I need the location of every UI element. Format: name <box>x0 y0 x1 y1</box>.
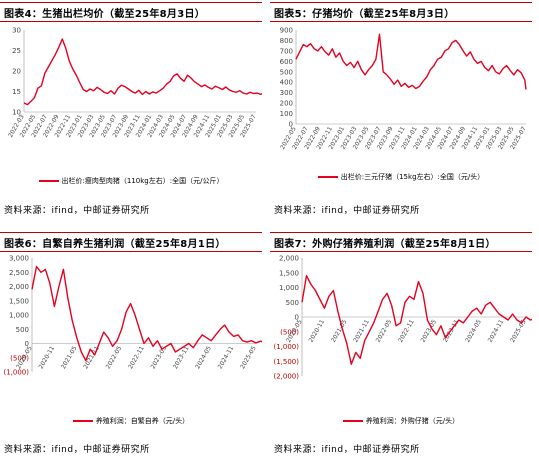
y-tick-label: (500) <box>10 354 29 362</box>
figure-7-title: 图表7：外购仔猪养殖利润（截至25年8月1日） <box>274 238 496 250</box>
series-line <box>301 275 532 365</box>
x-tick-label: 2023-05 <box>150 345 169 370</box>
figure-7-chart: 2,000 1,500 1,000 500 0 (500) (1,000) (1,500) (2… <box>273 255 532 381</box>
legend-line-swatch <box>72 420 93 422</box>
figure-6-panel: 图表6：自繁自养生猪利润（截至25年8月1日） 3,000 2,500 2,000 1… <box>0 230 269 460</box>
x-tick-label: 2022-11 <box>397 318 416 343</box>
figure-7-source: 资料来源：ifind，中邮证券研究所 <box>274 445 420 455</box>
y-tick-label: 2,500 <box>9 269 29 277</box>
x-tick-label: 2024-11 <box>487 318 506 343</box>
y-tick-label: 1,500 <box>279 269 299 277</box>
x-tick-label: 2020-11 <box>38 345 57 370</box>
figure-4-chart: 30252015102022-032022-052022-072022-0920… <box>7 27 262 139</box>
y-tick-label: 0 <box>25 340 29 348</box>
figure-4-header: 图表4：生猪出栏均价（截至25年8月3日） <box>0 2 262 22</box>
x-tick-label: 2024-11 <box>217 345 236 370</box>
figure-6-source: 资料来源：ifind，中邮证券研究所 <box>4 445 150 455</box>
y-tick-label: 30 <box>12 27 21 35</box>
x-tick-label: 2024-05 <box>194 345 213 370</box>
y-tick-label: 500 <box>16 326 29 334</box>
figure-7-legend: 养殖利润：外购仔猪（元/头） <box>270 416 532 426</box>
figure-4-source: 资料来源：ifind，中邮证券研究所 <box>4 206 150 216</box>
figure-6-legend-label: 养殖利润：自繁自养（元/头） <box>95 417 190 425</box>
y-tick-label: 1,000 <box>279 284 299 292</box>
y-tick-label: 500 <box>280 68 293 76</box>
y-tick-label: 2,000 <box>279 255 299 263</box>
figure-6-chart: 3,000 2,500 2,000 1,500 1,000 500 0 (500) (1,000… <box>3 255 262 377</box>
y-tick-label: 0 <box>289 121 293 129</box>
figure-5-chart: 90080070060050040030020010002022-052022-… <box>279 27 528 151</box>
y-tick-label: 600 <box>280 58 293 66</box>
figure-6-header: 图表6：自繁自养生猪利润（截至25年8月1日） <box>0 232 262 252</box>
y-tick-label: 0 <box>295 314 299 322</box>
y-tick-label: 20 <box>12 68 21 76</box>
figure-5-panel: 图表5：仔猪均价（截至25年8月3日） 900 800 700 600 500 400 30… <box>270 0 539 230</box>
legend-line-swatch <box>38 180 59 182</box>
series-line <box>31 265 262 362</box>
y-tick-label: 500 <box>286 299 299 307</box>
y-tick-label: (1,000) <box>273 343 299 351</box>
legend-line-swatch <box>317 176 338 178</box>
y-tick-label: 100 <box>280 110 293 118</box>
figure-6-legend: 养殖利润：自繁自养（元/头） <box>0 416 262 426</box>
y-tick-label: (2,000) <box>273 373 299 381</box>
y-tick-label: 900 <box>280 27 293 35</box>
x-tick-label: 2022-05 <box>375 318 394 343</box>
series-line <box>23 38 262 106</box>
x-tick-label: 2021-11 <box>352 318 371 343</box>
figure-6-title: 图表6：自繁自养生猪利润（截至25年8月1日） <box>4 238 226 250</box>
figure-4-panel: 图表4：生猪出栏均价（截至25年8月3日） 30 25 20 15 10 2022-03 2… <box>0 0 269 230</box>
x-tick-label: 2021-05 <box>60 345 79 370</box>
x-tick-label: 2021-11 <box>82 345 101 370</box>
figure-4-title: 图表4：生猪出栏均价（截至25年8月3日） <box>4 8 206 20</box>
x-tick-label: 2020-11 <box>308 318 327 343</box>
y-tick-label: 700 <box>280 47 293 55</box>
y-tick-label: 300 <box>280 89 293 97</box>
x-tick-label: 2025-05 <box>509 318 528 343</box>
y-tick-label: 400 <box>280 79 293 87</box>
legend-line-swatch <box>342 420 363 422</box>
figure-4-legend-label: 出栏价:瘦肉型肉猪（110kg左右）:全国（元/公斤） <box>61 177 224 185</box>
figure-7-header: 图表7：外购仔猪养殖利润（截至25年8月1日） <box>270 232 532 252</box>
y-tick-label: 1,000 <box>9 312 29 320</box>
y-tick-label: (1,000) <box>3 369 29 377</box>
figure-5-header: 图表5：仔猪均价（截至25年8月3日） <box>270 2 532 22</box>
y-tick-label: 10 <box>12 109 21 117</box>
y-tick-label: (500) <box>280 328 299 336</box>
y-tick-label: 15 <box>12 88 21 96</box>
figure-5-legend-label: 出栏价:三元仔猪（15kg左右）:全国（元/头） <box>340 173 485 181</box>
y-tick-label: 800 <box>280 37 293 45</box>
x-tick-label: 2022-11 <box>127 345 146 370</box>
figure-5-legend: 出栏价:三元仔猪（15kg左右）:全国（元/头） <box>270 172 532 182</box>
series-line <box>295 33 527 90</box>
y-tick-label: 25 <box>12 47 21 55</box>
y-tick-label: 200 <box>280 100 293 108</box>
y-tick-label: 3,000 <box>9 255 29 263</box>
x-tick-label: 2022-05 <box>105 345 124 370</box>
figure-7-legend-label: 养殖利润：外购仔猪（元/头） <box>365 417 460 425</box>
y-tick-label: 2,000 <box>9 283 29 291</box>
figure-5-title: 图表5：仔猪均价（截至25年8月3日） <box>274 8 455 20</box>
figure-7-panel: 图表7：外购仔猪养殖利润（截至25年8月1日） 2,000 1,500 1,000 5… <box>270 230 539 460</box>
x-tick-label: 2025-05 <box>239 345 258 370</box>
figure-4-legend: 出栏价:瘦肉型肉猪（110kg左右）:全国（元/公斤） <box>0 176 262 186</box>
x-tick-label: 2024-05 <box>464 318 483 343</box>
y-tick-label: 1,500 <box>9 297 29 305</box>
figure-5-source: 资料来源：ifind，中邮证券研究所 <box>274 206 420 216</box>
y-tick-label: (1,500) <box>273 358 299 366</box>
